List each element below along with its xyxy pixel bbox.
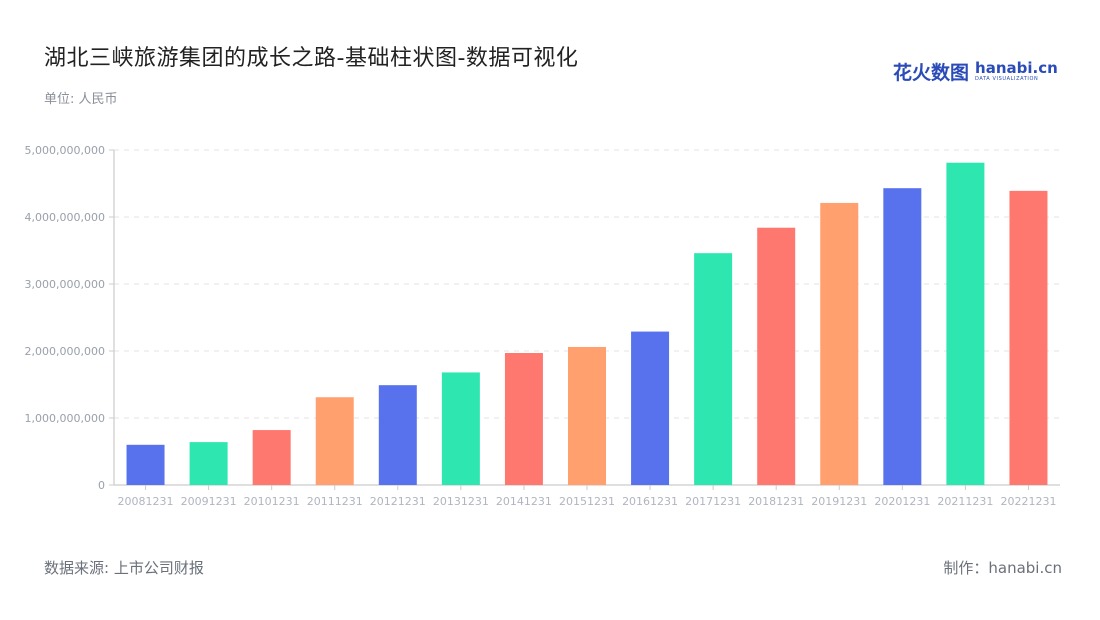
bar	[757, 227, 796, 485]
x-tick-label: 20081231	[118, 495, 174, 508]
x-tick-label: 20121231	[370, 495, 426, 508]
bar	[883, 188, 922, 485]
logo-cn-text: 花火数图	[893, 62, 970, 84]
x-tick-label: 20171231	[685, 495, 741, 508]
x-tick-label: 20101231	[244, 495, 300, 508]
logo-en-block: hanabi.cn DATA VISUALIZATION	[975, 61, 1058, 82]
bar	[126, 444, 165, 485]
x-tick-label: 20161231	[622, 495, 678, 508]
y-tick-label: 1,000,000,000	[25, 412, 105, 425]
bar	[1009, 190, 1048, 485]
bar	[504, 353, 543, 485]
x-tick-label: 20151231	[559, 495, 615, 508]
y-tick-label: 0	[98, 479, 105, 492]
unit-label: 单位: 人民币	[44, 92, 118, 107]
chart-title: 湖北三峡旅游集团的成长之路-基础柱状图-数据可视化	[44, 46, 579, 71]
logo-sub-text: DATA VISUALIZATION	[975, 76, 1039, 82]
bar	[946, 162, 985, 486]
bar	[694, 253, 733, 485]
y-tick-label: 4,000,000,000	[25, 211, 105, 224]
x-tick-label: 20181231	[748, 495, 804, 508]
x-tick-label: 20211231	[937, 495, 993, 508]
credit: 制作：hanabi.cn	[943, 559, 1062, 577]
brand-logo: 花火数图 hanabi.cn DATA VISUALIZATION	[893, 58, 1058, 85]
x-tick-label: 20201231	[874, 495, 930, 508]
bar	[820, 202, 859, 485]
x-tick-label: 20141231	[496, 495, 552, 508]
bar	[378, 385, 417, 485]
data-source: 数据来源: 上市公司财报	[44, 559, 204, 577]
y-tick-label: 3,000,000,000	[25, 278, 105, 291]
x-tick-label: 20091231	[181, 495, 237, 508]
bar	[252, 430, 291, 485]
x-tick-label: 20131231	[433, 495, 489, 508]
y-tick-label: 2,000,000,000	[25, 345, 105, 358]
bar	[568, 346, 606, 485]
x-tick-label: 20221231	[1000, 495, 1056, 508]
x-tick-label: 20191231	[811, 495, 867, 508]
x-tick-label: 20111231	[307, 495, 363, 508]
bar	[189, 442, 228, 485]
bar	[441, 372, 480, 485]
y-tick-label: 5,000,000,000	[25, 144, 105, 157]
logo-en-text: hanabi.cn	[975, 59, 1058, 77]
bar	[315, 397, 354, 485]
bar	[631, 331, 670, 485]
